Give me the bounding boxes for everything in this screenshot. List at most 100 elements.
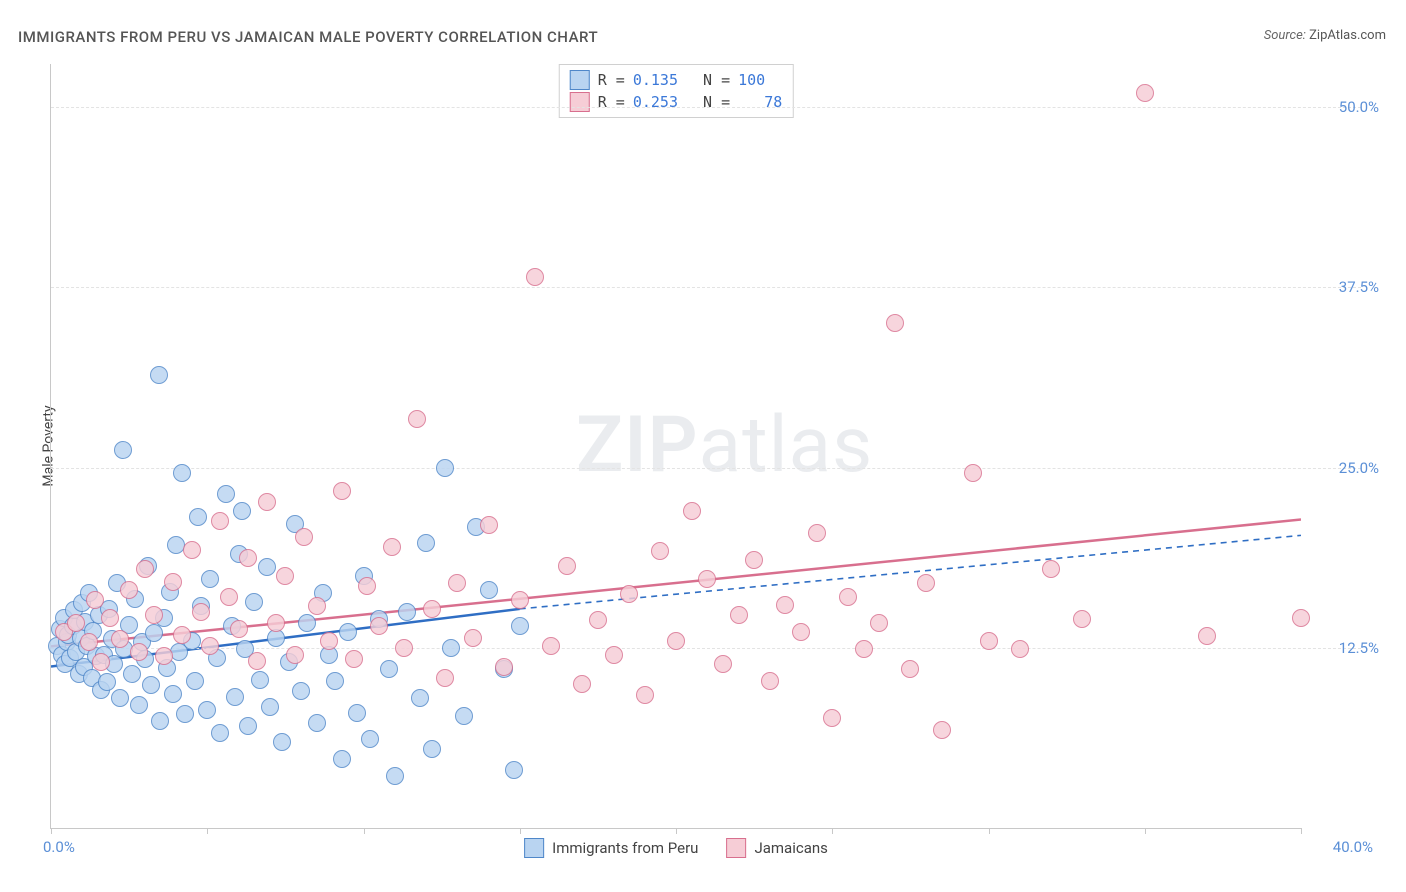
y-tick-label: 12.5% (1339, 639, 1379, 657)
data-point-jamaicans (239, 549, 257, 567)
data-point-jamaicans (1011, 640, 1029, 658)
data-point-jamaicans (480, 516, 498, 534)
data-point-peru (398, 603, 416, 621)
data-point-jamaicans (67, 614, 85, 632)
data-point-jamaicans (792, 623, 810, 641)
legend-swatch-peru (570, 70, 590, 90)
data-point-jamaicans (183, 541, 201, 559)
data-point-jamaicans (230, 620, 248, 638)
data-point-jamaicans (1198, 627, 1216, 645)
data-point-jamaicans (651, 542, 669, 560)
legend-swatch-jamaicans (570, 92, 590, 112)
r-value-peru: 0.135 (633, 69, 678, 91)
r-value-jamaicans: 0.253 (633, 91, 678, 113)
data-point-peru (130, 696, 148, 714)
data-point-jamaicans (901, 660, 919, 678)
data-point-peru (505, 761, 523, 779)
data-point-peru (98, 673, 116, 691)
n-value-peru: 100 (738, 69, 765, 91)
data-point-jamaicans (589, 611, 607, 629)
n-value-jamaicans: 78 (764, 91, 782, 113)
data-point-peru (480, 581, 498, 599)
x-tick-mark (51, 828, 52, 834)
data-point-jamaicans (917, 574, 935, 592)
data-point-jamaicans (620, 585, 638, 603)
data-point-jamaicans (526, 268, 544, 286)
data-point-peru (145, 624, 163, 642)
data-point-jamaicans (86, 591, 104, 609)
data-point-peru (176, 705, 194, 723)
data-point-jamaicans (542, 637, 560, 655)
legend-bottom: Immigrants from Peru Jamaicans (524, 838, 828, 858)
source-prefix: Source: (1264, 28, 1306, 43)
r-label: R = (598, 91, 625, 113)
data-point-jamaicans (464, 629, 482, 647)
data-point-jamaicans (714, 655, 732, 673)
x-tick-mark (989, 828, 990, 834)
chart-title: IMMIGRANTS FROM PERU VS JAMAICAN MALE PO… (18, 28, 598, 46)
x-axis-max-label: 40.0% (1333, 838, 1373, 856)
legend-stats-row-jamaicans: R = 0.253 N = 78 (570, 91, 783, 113)
trend-lines (51, 64, 1301, 828)
data-point-peru (217, 485, 235, 503)
data-point-jamaicans (573, 675, 591, 693)
grid-line-horizontal (51, 287, 1361, 288)
data-point-peru (239, 717, 257, 735)
data-point-jamaicans (1136, 84, 1154, 102)
scatter-plot-area: ZIPatlas R = 0.135 N = 100 R = 0.253 N =… (50, 64, 1301, 829)
data-point-peru (455, 707, 473, 725)
legend-bottom-label-peru: Immigrants from Peru (552, 839, 698, 857)
data-point-jamaicans (408, 410, 426, 428)
data-point-peru (150, 366, 168, 384)
data-point-peru (142, 676, 160, 694)
x-tick-mark (1301, 828, 1302, 834)
data-point-jamaicans (448, 574, 466, 592)
data-point-jamaicans (745, 551, 763, 569)
legend-item-jamaicans: Jamaicans (726, 838, 827, 858)
data-point-jamaicans (683, 502, 701, 520)
data-point-peru (361, 730, 379, 748)
data-point-jamaicans (80, 633, 98, 651)
data-point-jamaicans (870, 614, 888, 632)
n-label: N = (703, 91, 730, 113)
data-point-peru (123, 665, 141, 683)
data-point-jamaicans (192, 603, 210, 621)
x-tick-mark (364, 828, 365, 834)
data-point-jamaicans (92, 653, 110, 671)
x-tick-mark (676, 828, 677, 834)
data-point-jamaicans (358, 577, 376, 595)
data-point-jamaicans (345, 650, 363, 668)
x-tick-mark (520, 828, 521, 834)
data-point-peru (417, 534, 435, 552)
data-point-peru (298, 614, 316, 632)
data-point-jamaicans (823, 709, 841, 727)
data-point-peru (380, 660, 398, 678)
data-point-jamaicans (130, 643, 148, 661)
data-point-jamaicans (558, 557, 576, 575)
data-point-jamaicans (839, 588, 857, 606)
r-label: R = (598, 69, 625, 91)
data-point-jamaicans (980, 632, 998, 650)
watermark-bold: ZIP (576, 400, 699, 491)
data-point-peru (511, 617, 529, 635)
n-label: N = (703, 69, 730, 91)
y-tick-label: 25.0% (1339, 459, 1379, 477)
data-point-peru (261, 698, 279, 716)
data-point-jamaicans (320, 632, 338, 650)
data-point-peru (339, 623, 357, 641)
data-point-jamaicans (286, 646, 304, 664)
x-axis-origin-label: 0.0% (43, 838, 75, 856)
data-point-jamaicans (964, 464, 982, 482)
legend-item-peru: Immigrants from Peru (524, 838, 698, 858)
data-point-peru (436, 459, 454, 477)
legend-stats-row-peru: R = 0.135 N = 100 (570, 69, 783, 91)
data-point-jamaicans (511, 591, 529, 609)
data-point-jamaicans (220, 588, 238, 606)
grid-line-horizontal (51, 468, 1361, 469)
data-point-jamaicans (855, 640, 873, 658)
data-point-peru (245, 593, 263, 611)
data-point-peru (411, 689, 429, 707)
data-point-jamaicans (886, 314, 904, 332)
data-point-peru (198, 701, 216, 719)
data-point-peru (442, 639, 460, 657)
